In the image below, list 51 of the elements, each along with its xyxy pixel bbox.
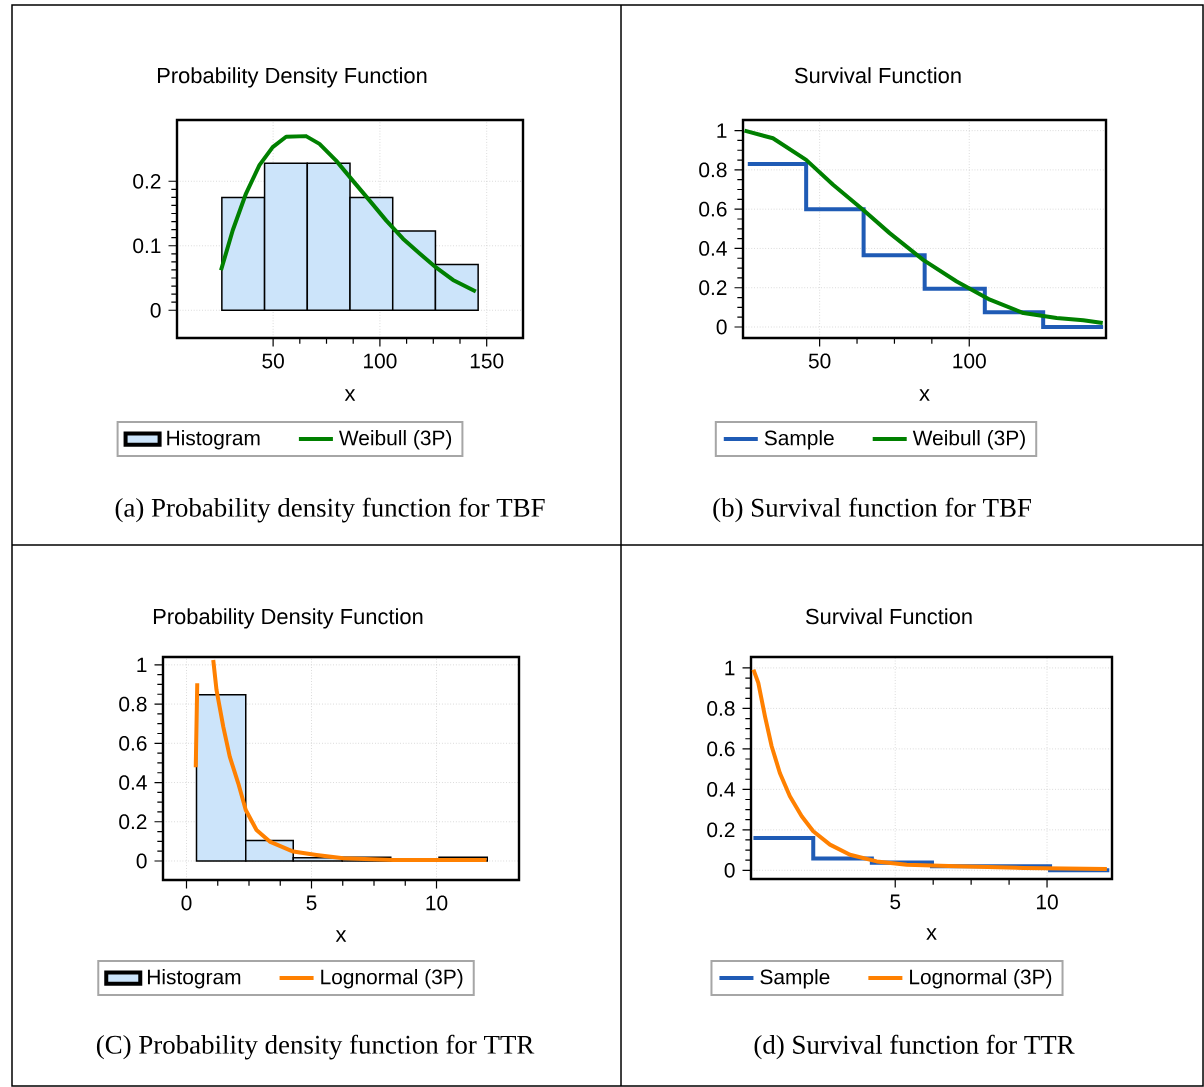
x-tick-label: 5	[306, 895, 317, 911]
legend-label: Weibull (3P)	[912, 429, 1025, 450]
text: (a) Probability density function for TBF	[115, 497, 545, 523]
x-axis-title: x	[919, 389, 930, 401]
y-tick-label: 0.8	[119, 696, 147, 712]
legend-label: Histogram	[167, 429, 260, 450]
legend-label: Lognormal (3P)	[321, 968, 463, 989]
x-tick-label: 5	[890, 894, 901, 910]
y-tick-label: 1	[725, 660, 735, 676]
y-tick-label: 0.6	[119, 735, 147, 751]
y-tick-label: 1	[717, 123, 727, 138]
x-tick-label: 150	[470, 353, 504, 369]
legend-label: Lognormal (3P)	[910, 969, 1052, 989]
legend-label: Histogram	[147, 968, 241, 989]
y-tick-label: 0.2	[707, 822, 735, 838]
y-tick-label: 0	[716, 319, 727, 335]
x-tick-label: 50	[808, 353, 831, 369]
x-tick-label: 100	[364, 353, 397, 369]
legend-label: Sample	[764, 429, 834, 450]
y-tick-label: 0.4	[119, 775, 147, 790]
y-tick-label: 0	[136, 853, 147, 869]
y-tick-label: 0	[150, 302, 161, 318]
y-tick-label: 0.2	[699, 280, 727, 296]
x-tick-label: 0	[181, 895, 192, 911]
chart-title: Survival Function	[794, 67, 961, 84]
y-tick-label: 0	[724, 862, 735, 878]
legend-label: Sample	[760, 969, 830, 989]
y-tick-label: 0.8	[707, 701, 735, 716]
y-tick-label: 1	[137, 657, 147, 673]
x-axis-title: x	[344, 389, 356, 401]
x-axis-title: x	[335, 930, 347, 942]
x-tick-label: 10	[1037, 894, 1058, 910]
x-tick-label: 100	[953, 353, 986, 369]
y-tick-label: 0.1	[133, 238, 161, 254]
x-axis-title: x	[926, 928, 937, 940]
x-tick-label: 10	[426, 895, 448, 911]
text: (C) Probability density function for TTR	[96, 1034, 535, 1060]
chart-title: Survival Function	[805, 608, 972, 625]
y-tick-label: 0.4	[699, 241, 727, 256]
chart-title: Probability Density Function	[157, 67, 427, 88]
text: (d) Survival function for TTR	[754, 1034, 1075, 1060]
y-tick-label: 0.2	[133, 173, 161, 189]
x-tick-label: 50	[262, 353, 284, 369]
y-tick-label: 0.2	[119, 814, 147, 830]
chart-title: Probability Density Function	[153, 608, 423, 629]
legend-label: Weibull (3P)	[338, 429, 452, 450]
text: (b) Survival function for TBF	[713, 497, 1031, 523]
y-tick-label: 0.4	[707, 781, 735, 797]
y-tick-label: 0.8	[699, 162, 727, 178]
y-tick-label: 0.6	[699, 201, 727, 217]
y-tick-label: 0.6	[707, 741, 735, 757]
